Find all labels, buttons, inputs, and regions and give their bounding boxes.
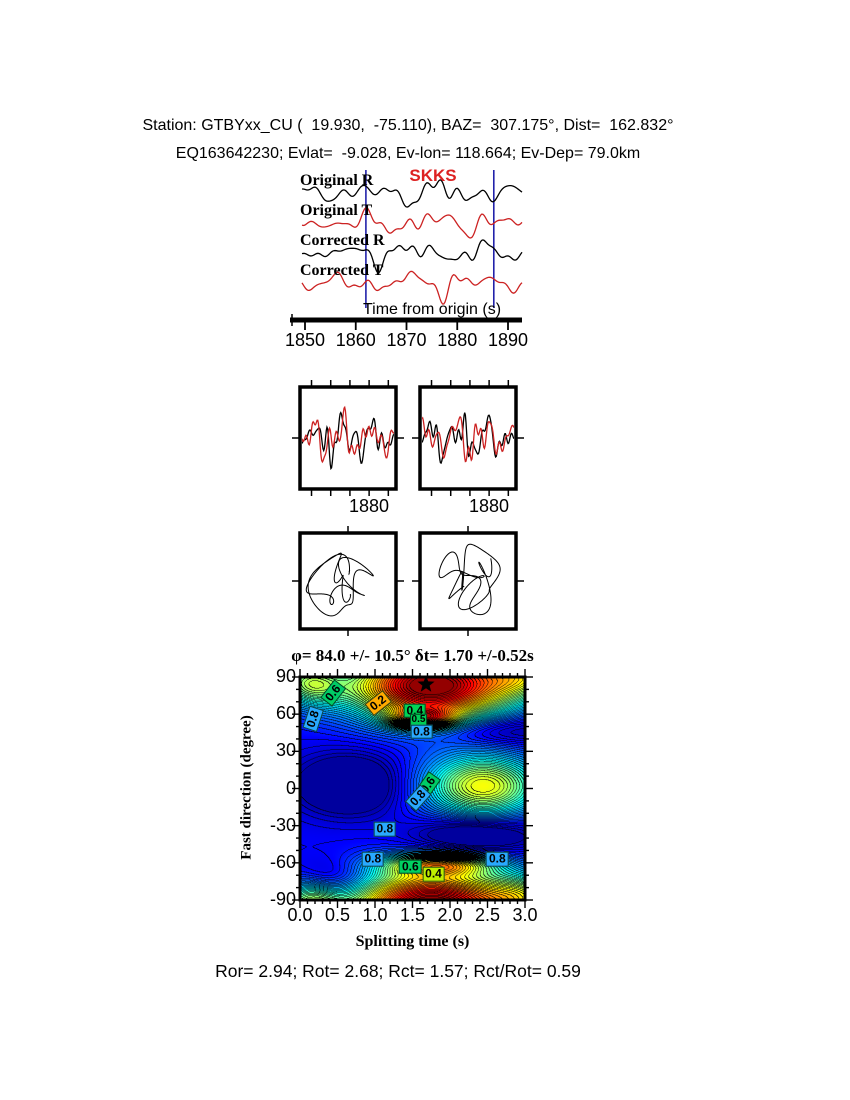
- fast-direction-tick-label: 60: [275, 703, 296, 724]
- contour-title: φ= 84.0 +/- 10.5° δt= 1.70 +/-0.52s: [291, 646, 534, 665]
- splitting-time-tick-label: 2.5: [474, 905, 501, 925]
- time-axis-title: Time from origin (s): [362, 301, 502, 318]
- window-and-particle-panels: [292, 380, 524, 636]
- best-fit-star-marker: [417, 675, 435, 692]
- fast-direction-tick-label: 90: [275, 666, 296, 686]
- time-tick-label: 1890: [487, 330, 529, 350]
- time-tick-label: 1850: [284, 330, 326, 350]
- fast-direction-tick-label: -30: [269, 814, 296, 835]
- event-header-line2: EQ163642230; Evlat= -9.028, Ev-lon= 118.…: [175, 145, 641, 162]
- splitting-time-tick-label: 3.0: [512, 905, 538, 925]
- fast-direction-tick-label: -90: [269, 889, 296, 909]
- window-panel-ticklabel-right: 1880: [468, 496, 510, 516]
- splitting-time-tick-label: 0.0: [287, 905, 313, 925]
- contour-level-label: 0.6: [398, 859, 422, 874]
- window-panel-ticklabel-left: 1880: [348, 496, 390, 516]
- seismogram-plot: [290, 170, 523, 330]
- splitting-time-tick-label: 2.0: [437, 905, 463, 925]
- contour-xlabel: Splitting time (s): [355, 933, 470, 950]
- splitting-time-tick-label: 1.5: [399, 905, 426, 925]
- time-tick-label: 1880: [437, 330, 478, 350]
- contour-level-label: 0.8: [361, 851, 385, 867]
- phase-label-skks: SKKS: [409, 166, 457, 185]
- contour-level-label: 0.8: [373, 822, 397, 837]
- trace-label-corrected-r: Corrected R: [300, 232, 385, 249]
- contour-level-label: 0.8: [410, 724, 433, 739]
- splitting-time-tick-label: 0.5: [324, 905, 351, 925]
- fast-direction-tick-label: -60: [269, 851, 296, 872]
- trace-label-original-r: Original R: [300, 172, 374, 189]
- trace-label-corrected-t: Corrected T: [300, 262, 384, 279]
- splitting-time-tick-label: 1.0: [362, 905, 388, 925]
- trace-label-original-t: Original T: [300, 202, 373, 219]
- fast-direction-tick-label: 30: [275, 740, 296, 761]
- contour-frame: [292, 669, 533, 908]
- time-tick-label: 1870: [386, 330, 427, 350]
- time-tick-label: 1860: [335, 330, 376, 350]
- quality-measures-text: Ror= 2.94; Rot= 2.68; Rct= 1.57; Rct/Rot…: [215, 961, 581, 981]
- contour-level-label: 0.4: [422, 866, 445, 882]
- contour-level-label: 0.8: [485, 851, 509, 867]
- station-header-line1: Station: GTBYxx_CU ( 19.930, -75.110), B…: [142, 117, 674, 134]
- fast-direction-tick-label: 0: [285, 777, 296, 798]
